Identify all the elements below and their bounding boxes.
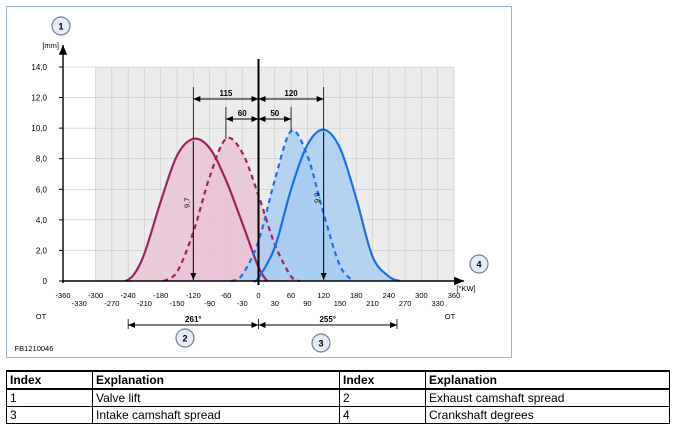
y-tick-label: 6,0 <box>36 185 48 194</box>
callout-2-circle <box>175 328 195 348</box>
table-row: 3 Intake camshaft spread 4 Crankshaft de… <box>6 406 670 424</box>
span-exhaust-label: 255° <box>319 315 336 324</box>
x-tick-label-upper: 360 <box>448 291 461 300</box>
x-tick-label-upper: -240 <box>121 291 136 300</box>
x-tick-label-lower: -30 <box>237 299 248 308</box>
ot-label-right: OT <box>445 312 456 321</box>
x-axis-unit-label: [°KW] <box>456 284 475 293</box>
y-tick-label: 4,0 <box>36 216 48 225</box>
y-tick-label: 14,0 <box>31 63 47 72</box>
x-tick-label-upper: -60 <box>220 291 231 300</box>
valve-timing-figure: 14,0 12,0 10,0 8,0 6,0 4,0 2,0 0 -360 -300 -240 -18… <box>6 6 512 358</box>
y-tick-label: 10,0 <box>31 124 47 133</box>
valve-lift-chart: 14,012,010,08,06,04,02,00-360 -300 -240 -18… <box>15 16 489 353</box>
legend-cell: Intake camshaft spread <box>92 406 340 424</box>
x-tick-label-lower: -330 <box>72 299 87 308</box>
y-tick-label: 12,0 <box>31 94 47 103</box>
x-tick-label-lower: 210 <box>366 299 379 308</box>
x-tick-label-lower: 270 <box>399 299 412 308</box>
y-tick-label: 8,0 <box>36 155 48 164</box>
x-tick-label-lower: -210 <box>137 299 152 308</box>
callout-4-circle <box>469 254 489 274</box>
x-tick-label-lower: 90 <box>303 299 311 308</box>
dim-50-label: 50 <box>270 109 279 118</box>
dim-120-label: 120 <box>284 89 298 98</box>
x-tick-label-lower: 30 <box>271 299 279 308</box>
legend-header-explanation-1: Explanation <box>92 370 340 390</box>
series-line-intake_b <box>162 136 301 283</box>
legend-table: Index Explanation Index Explanation 1 Va… <box>6 370 670 424</box>
x-tick-label-lower: -150 <box>170 299 185 308</box>
y-tick-label: 0 <box>43 277 48 286</box>
dim-60-label: 60 <box>238 109 247 118</box>
legend-cell: 4 <box>339 406 426 424</box>
x-tick-label-upper: 180 <box>350 291 363 300</box>
x-tick-label-upper: 120 <box>317 291 330 300</box>
legend-header-row: Index Explanation Index Explanation <box>6 370 670 390</box>
legend-cell: Valve lift <box>92 388 340 407</box>
legend-cell: 3 <box>6 406 93 424</box>
legend-header-index-1: Index <box>6 370 93 390</box>
callout-3-label: 3 <box>318 339 323 349</box>
x-tick-label-lower: -90 <box>204 299 215 308</box>
y-axis-unit-label: [mm] <box>42 41 59 50</box>
intake-lift-label: 9,7 <box>182 198 191 208</box>
x-tick-label-lower: 330 <box>431 299 444 308</box>
legend-header-explanation-2: Explanation <box>425 370 670 390</box>
x-tick-label-upper: 300 <box>415 291 428 300</box>
callout-1-label: 1 <box>58 22 63 32</box>
legend-cell: 1 <box>6 388 93 407</box>
exhaust-lift-label: 9,9 <box>313 193 322 203</box>
x-tick-label-upper: 0 <box>256 291 260 300</box>
legend-cell: 2 <box>339 388 426 407</box>
x-tick-label-lower: 150 <box>334 299 347 308</box>
x-tick-label-upper: -300 <box>88 291 103 300</box>
ot-label-left: OT <box>36 312 47 321</box>
dim-115-label: 115 <box>219 89 232 98</box>
y-tick-label: 2,0 <box>36 246 48 255</box>
series-line-intake_a <box>124 137 269 282</box>
x-tick-label-upper: 60 <box>287 291 295 300</box>
span-intake-label: 261° <box>185 315 202 324</box>
callout-4-label: 4 <box>476 260 481 270</box>
x-tick-label-upper: -360 <box>55 291 70 300</box>
series-area-exhaust_b <box>253 129 400 282</box>
table-row: 1 Valve lift 2 Exhaust camshaft spread <box>6 388 670 407</box>
x-tick-label-upper: -180 <box>153 291 168 300</box>
x-tick-label-lower: -270 <box>104 299 119 308</box>
legend-cell: Exhaust camshaft spread <box>425 388 670 407</box>
callout-1-circle <box>51 16 71 36</box>
legend-cell: Crankshaft degrees <box>425 406 670 424</box>
callout-2-label: 2 <box>182 334 187 344</box>
x-tick-label-upper: -120 <box>186 291 201 300</box>
figure-code: FB1210046 <box>15 344 54 353</box>
legend-header-index-2: Index <box>339 370 426 390</box>
callout-3-circle <box>311 333 331 353</box>
x-tick-label-upper: 240 <box>383 291 396 300</box>
